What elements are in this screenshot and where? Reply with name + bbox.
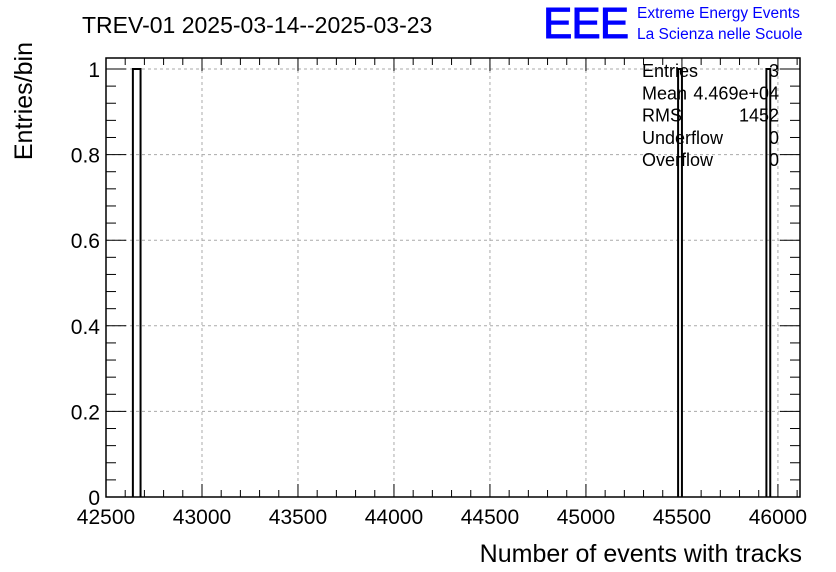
x-tick-label: 46000: [749, 506, 807, 529]
stats-label: Mean: [642, 83, 687, 103]
y-tick-label: 0: [88, 487, 100, 510]
stats-label: Entries: [642, 61, 698, 81]
stats-value: 3: [769, 61, 779, 81]
x-tick-label: 42500: [77, 506, 135, 529]
y-tick-label: 0.4: [71, 316, 101, 339]
stats-value: 0: [769, 150, 779, 170]
x-tick-label: 43000: [173, 506, 231, 529]
chart-title: TREV-01 2025-03-14--2025-03-23: [82, 12, 432, 38]
eee-logo-line2: La Scienza nelle Scuole: [637, 26, 802, 43]
x-axis-label: Number of events with tracks: [480, 540, 802, 568]
y-tick-label: 0.6: [71, 230, 100, 253]
x-tick-label: 44500: [461, 506, 519, 529]
axis-ticks: [105, 58, 800, 498]
stats-label: Underflow: [642, 128, 724, 148]
histogram-bars: [131, 68, 772, 497]
y-tick-label: 1: [88, 59, 100, 82]
x-tick-labels: 42500 43000 43500 44000 44500 45000 45500 46000: [77, 506, 807, 529]
stats-value: 0: [769, 128, 779, 148]
x-tick-label: 45000: [557, 506, 615, 529]
eee-logo-mark: EEE: [543, 0, 628, 48]
stats-label: Overflow: [642, 150, 714, 170]
stats-value: 1452: [739, 106, 779, 126]
plot-frame: [105, 57, 801, 498]
stats-label: RMS: [642, 106, 682, 126]
y-tick-label: 0.2: [71, 401, 100, 424]
histogram-bar: [677, 68, 683, 497]
histogram-bar: [131, 68, 142, 497]
y-axis-label: Entries/bin: [10, 42, 38, 160]
eee-logo: EEE Extreme Energy Events La Scienza nel…: [543, 0, 803, 49]
x-tick-label: 44000: [365, 506, 423, 529]
x-tick-label: 43500: [269, 506, 327, 529]
y-tick-labels: 0 0.2 0.4 0.6 0.8 1: [71, 59, 101, 510]
grid-lines: [106, 58, 800, 497]
stats-value: 4.469e+04: [693, 83, 779, 103]
histogram-bar: [765, 68, 772, 497]
eee-logo-line1: Extreme Energy Events: [637, 5, 800, 22]
stats-box: Entries 3 Mean 4.469e+04 RMS 1452 Underflow 0 Ov…: [642, 61, 779, 170]
x-tick-label: 45500: [653, 506, 711, 529]
y-tick-label: 0.8: [71, 145, 100, 168]
